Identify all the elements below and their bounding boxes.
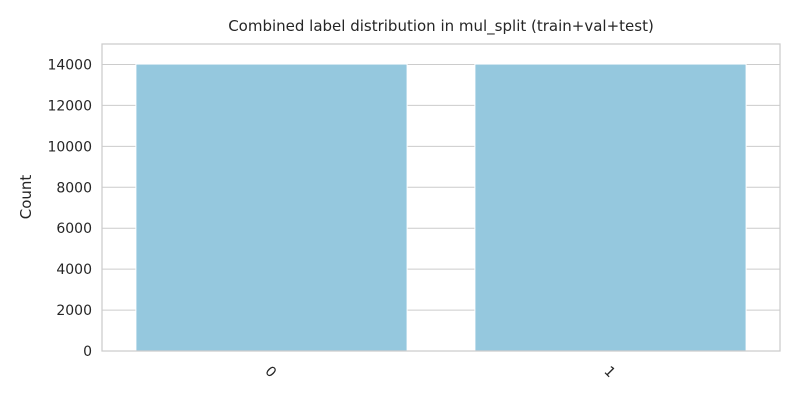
y-tick-label: 2000: [56, 303, 92, 319]
y-tick-label: 6000: [56, 221, 92, 237]
y-axis-label: Count: [17, 175, 35, 220]
y-tick-label: 0: [83, 344, 92, 360]
x-tick-label: 0: [262, 363, 280, 381]
y-tick-label: 4000: [56, 262, 92, 278]
y-tick-label: 8000: [56, 180, 92, 196]
y-tick-label: 14000: [47, 57, 92, 73]
bar-1: [474, 63, 747, 352]
chart-title: Combined label distribution in mul_split…: [228, 17, 654, 36]
bars: [135, 63, 747, 352]
x-tick-label: 1: [601, 363, 619, 381]
y-tick-labels: 0 2000 4000 6000 8000 10000 12000 14000: [47, 57, 92, 360]
y-tick-label: 12000: [47, 98, 92, 114]
plot-frame: [101, 43, 781, 352]
y-tick-label: 10000: [47, 139, 92, 155]
bar-0: [135, 63, 408, 352]
